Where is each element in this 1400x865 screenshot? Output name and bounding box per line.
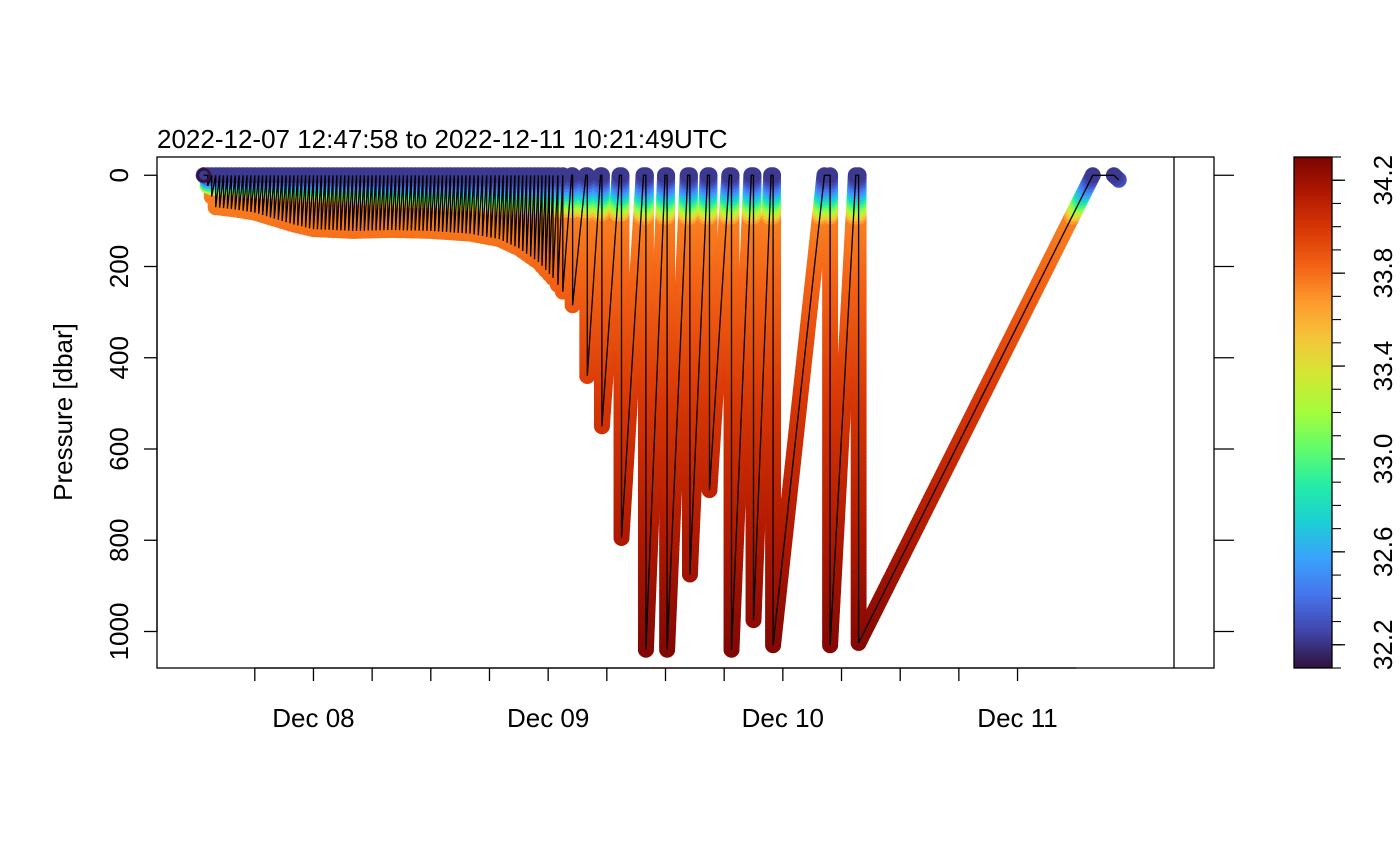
chart-title: 2022-12-07 12:47:58 to 2022-12-11 10:21:…	[157, 124, 728, 154]
profiles-layer	[195, 167, 1127, 658]
